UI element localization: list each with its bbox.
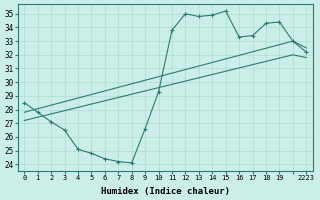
X-axis label: Humidex (Indice chaleur): Humidex (Indice chaleur) [101, 187, 230, 196]
